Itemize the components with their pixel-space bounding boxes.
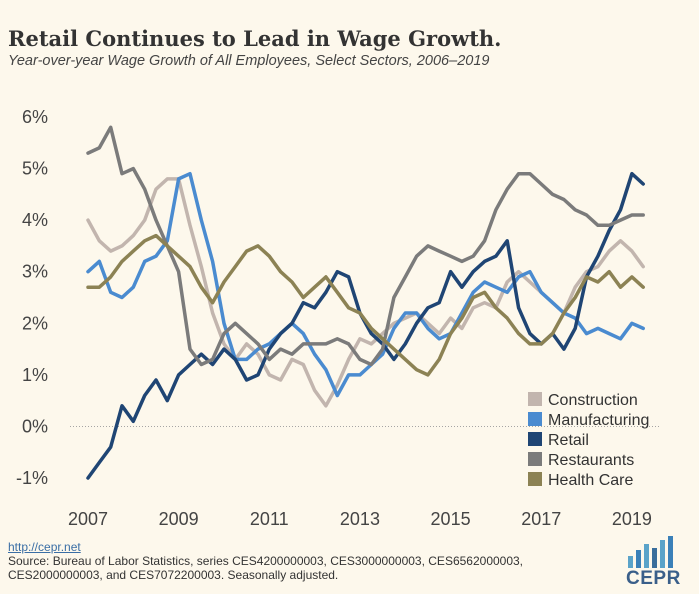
y-tick-label: 6%	[22, 107, 48, 127]
legend-label: Restaurants	[548, 452, 634, 469]
legend-label: Retail	[548, 432, 589, 449]
logo-text: CEPR	[626, 568, 681, 589]
y-tick-label: 1%	[22, 365, 48, 385]
legend-swatch	[528, 392, 542, 406]
y-tick-label: 5%	[22, 159, 48, 179]
y-axis: -1% 0% 1% 2% 3% 4% 5% 6%	[16, 107, 48, 488]
x-tick-label: 2007	[68, 509, 108, 529]
legend-swatch	[528, 432, 542, 446]
x-tick-label: 2013	[340, 509, 380, 529]
legend-label: Construction	[548, 392, 638, 409]
legend-swatch	[528, 452, 542, 466]
legend-swatch	[528, 412, 542, 426]
cepr-logo: CEPR	[618, 534, 694, 590]
series-line-restaurants	[86, 125, 645, 367]
legend-label: Health Care	[548, 472, 633, 489]
y-tick-label: 2%	[22, 313, 48, 333]
series-lines	[86, 125, 645, 480]
x-tick-label: 2017	[521, 509, 561, 529]
series-line-manufacturing	[86, 171, 645, 398]
x-tick-label: 2011	[250, 509, 289, 529]
y-tick-label: 3%	[22, 262, 48, 282]
legend-label: Manufacturing	[548, 412, 649, 429]
x-tick-label: 2015	[431, 509, 471, 529]
series-line-health-care	[86, 233, 645, 377]
line-chart: -1%0%1%2%3%4%5%6% 2007 2009 2011 2013 2015 20…	[16, 107, 660, 529]
logo-bars-icon	[628, 536, 673, 568]
legend: Construction Manufacturing Retail Restauran…	[528, 392, 649, 489]
x-tick-label: 2009	[159, 509, 199, 529]
x-axis: 2007 2009 2011 2013 2015 2017 2019	[68, 509, 652, 529]
chart-title: Retail Continues to Lead in Wage Growth.	[8, 26, 502, 51]
y-tick-label: 0%	[22, 416, 48, 436]
chart-subtitle: Year-over-year Wage Growth of All Employ…	[8, 53, 490, 69]
y-tick-label: 4%	[22, 210, 48, 230]
x-tick-label: 2019	[612, 509, 652, 529]
legend-swatch	[528, 472, 542, 486]
cepr-link[interactable]: http://cepr.net	[8, 540, 81, 554]
y-tick-label: -1%	[16, 468, 48, 488]
source-note: Source: Bureau of Labor Statistics, seri…	[8, 554, 524, 582]
